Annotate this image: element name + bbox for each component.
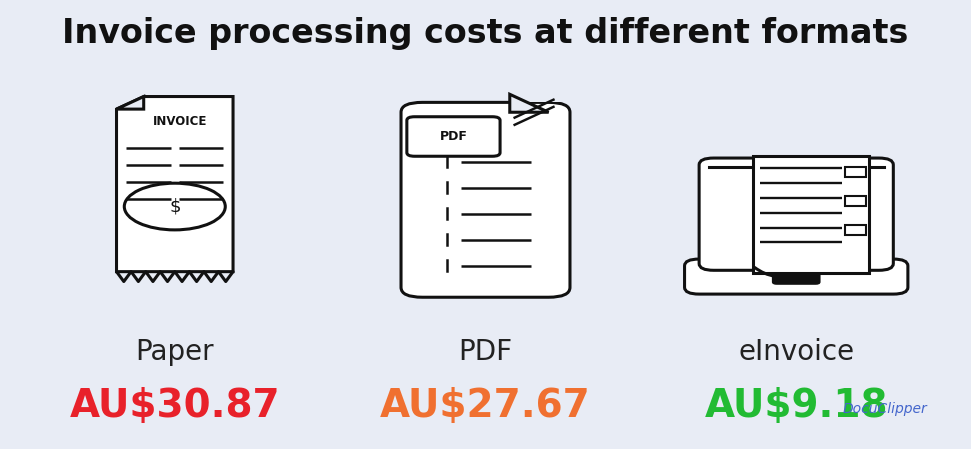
Text: $: $ (169, 198, 181, 216)
Text: eInvoice: eInvoice (738, 339, 854, 366)
Text: AU$9.18: AU$9.18 (705, 387, 887, 425)
Polygon shape (510, 84, 570, 102)
FancyBboxPatch shape (401, 102, 570, 297)
FancyBboxPatch shape (699, 158, 893, 270)
Polygon shape (510, 94, 549, 112)
FancyBboxPatch shape (685, 259, 908, 294)
Text: DocuClipper: DocuClipper (843, 401, 927, 416)
Text: INVOICE: INVOICE (152, 115, 207, 128)
Text: AU$27.67: AU$27.67 (380, 387, 591, 425)
Text: Invoice processing costs at different formats: Invoice processing costs at different fo… (62, 17, 909, 50)
Text: PDF: PDF (458, 339, 513, 366)
Text: AU$30.87: AU$30.87 (70, 387, 280, 425)
FancyBboxPatch shape (753, 156, 869, 273)
FancyBboxPatch shape (845, 225, 866, 235)
FancyBboxPatch shape (407, 117, 500, 156)
Text: PDF: PDF (440, 130, 467, 143)
Text: Paper: Paper (136, 339, 214, 366)
FancyBboxPatch shape (845, 167, 866, 177)
FancyArrowPatch shape (754, 268, 796, 277)
FancyBboxPatch shape (845, 196, 866, 206)
FancyBboxPatch shape (773, 269, 820, 284)
Polygon shape (117, 97, 144, 109)
Polygon shape (117, 97, 233, 272)
